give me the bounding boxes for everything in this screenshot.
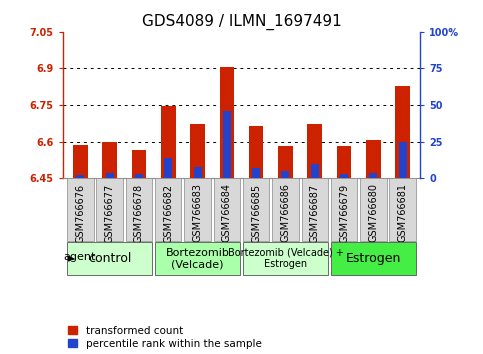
Text: GSM766676: GSM766676 bbox=[75, 183, 85, 242]
Bar bbox=[272, 178, 298, 241]
Text: GSM766677: GSM766677 bbox=[105, 183, 114, 243]
Bar bbox=[190, 124, 205, 178]
Text: GSM766679: GSM766679 bbox=[339, 183, 349, 242]
Bar bbox=[126, 178, 152, 241]
Text: Bortezomib
(Velcade): Bortezomib (Velcade) bbox=[166, 248, 229, 269]
Bar bbox=[366, 140, 381, 178]
Bar bbox=[97, 178, 123, 241]
Bar bbox=[223, 111, 231, 178]
Legend: transformed count, percentile rank within the sample: transformed count, percentile rank withi… bbox=[68, 326, 262, 349]
Text: GSM766678: GSM766678 bbox=[134, 183, 144, 242]
Bar bbox=[132, 150, 146, 178]
Text: agent: agent bbox=[63, 252, 96, 262]
Text: GSM766687: GSM766687 bbox=[310, 183, 320, 242]
Bar bbox=[249, 126, 263, 178]
Bar bbox=[161, 105, 176, 178]
Text: GSM766680: GSM766680 bbox=[369, 183, 378, 242]
Bar bbox=[220, 67, 234, 178]
Bar bbox=[282, 171, 289, 178]
Bar bbox=[360, 178, 386, 241]
Bar bbox=[213, 178, 240, 241]
Bar bbox=[73, 145, 88, 178]
Bar bbox=[67, 178, 94, 241]
Bar bbox=[194, 167, 201, 178]
Bar bbox=[155, 178, 182, 241]
Text: GSM766685: GSM766685 bbox=[251, 183, 261, 242]
Bar bbox=[164, 158, 172, 178]
Bar bbox=[311, 164, 319, 178]
Bar bbox=[340, 174, 348, 178]
Bar bbox=[102, 142, 117, 178]
Bar bbox=[67, 242, 152, 275]
Text: GSM766684: GSM766684 bbox=[222, 183, 232, 242]
Bar bbox=[278, 146, 293, 178]
Text: Bortezomib (Velcade) +
Estrogen: Bortezomib (Velcade) + Estrogen bbox=[227, 248, 343, 269]
Text: GSM766683: GSM766683 bbox=[193, 183, 202, 242]
Bar bbox=[398, 142, 407, 178]
Bar bbox=[301, 178, 328, 241]
Bar bbox=[243, 178, 270, 241]
Bar bbox=[337, 146, 351, 178]
Bar bbox=[331, 242, 416, 275]
Bar bbox=[307, 124, 322, 178]
Text: GDS4089 / ILMN_1697491: GDS4089 / ILMN_1697491 bbox=[142, 14, 341, 30]
Bar bbox=[252, 168, 260, 178]
Bar bbox=[106, 172, 114, 178]
Bar bbox=[243, 242, 328, 275]
Bar bbox=[369, 172, 377, 178]
Text: GSM766681: GSM766681 bbox=[398, 183, 408, 242]
Bar bbox=[155, 242, 240, 275]
Bar bbox=[331, 178, 357, 241]
Text: GSM766682: GSM766682 bbox=[163, 183, 173, 242]
Bar bbox=[185, 178, 211, 241]
Text: GSM766686: GSM766686 bbox=[281, 183, 290, 242]
Bar bbox=[389, 178, 416, 241]
Bar bbox=[135, 174, 143, 178]
Text: control: control bbox=[88, 252, 131, 265]
Text: Estrogen: Estrogen bbox=[346, 252, 401, 265]
Bar bbox=[76, 176, 85, 178]
Bar bbox=[395, 86, 410, 178]
